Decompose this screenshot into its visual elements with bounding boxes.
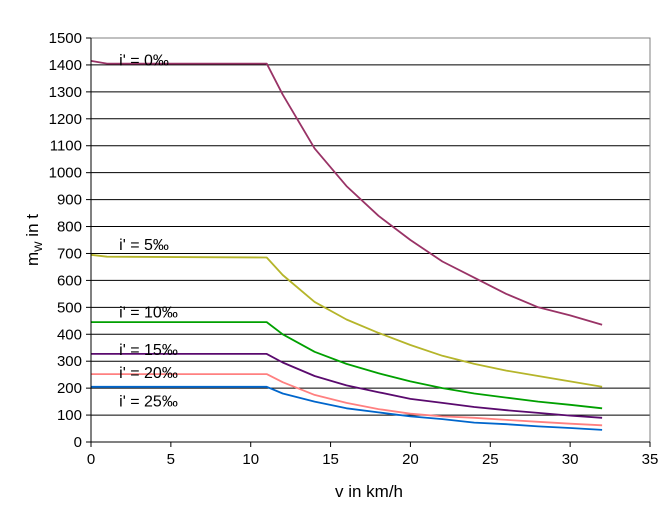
y-tick-label: 1400 [49, 57, 82, 74]
series-line-4 [91, 373, 603, 427]
y-tick-label: 500 [57, 299, 82, 316]
y-tick-label: 1500 [49, 30, 82, 47]
y-tick-label: 1000 [49, 165, 82, 182]
y-tick-label: 800 [57, 219, 82, 236]
series-label-1: i' = 5‰ [119, 237, 169, 254]
y-tick-label: 1300 [49, 84, 82, 101]
series-line-0 [90, 60, 603, 326]
x-tick-label: 25 [482, 451, 499, 468]
x-tick-label: 0 [87, 451, 95, 468]
y-axis-title-main: m [23, 252, 42, 266]
y-tick-label: 0 [74, 434, 82, 451]
tick-labels: 0100200300400500600700800900100011001200… [49, 30, 659, 468]
series-labels: i' = 0‰ i' = 5‰ i' = 10‰ i' = 15‰ i' = 20‰ i'… [119, 53, 178, 411]
y-tick-label: 400 [57, 326, 82, 343]
series-line-5 [91, 385, 603, 431]
x-tick-label: 35 [642, 451, 659, 468]
x-tick-label: 30 [562, 451, 579, 468]
series-label-4: i' = 20‰ [119, 365, 178, 382]
x-tick-label: 20 [402, 451, 419, 468]
y-tick-label: 1100 [50, 138, 82, 155]
series-label-0: i' = 0‰ [119, 53, 169, 70]
x-axis-title: v in km/h [335, 482, 403, 501]
series-label-5: i' = 25‰ [119, 393, 178, 410]
x-tick-label: 5 [167, 451, 175, 468]
y-tick-label: 600 [57, 272, 82, 289]
y-axis-title-rest: in t [23, 214, 42, 242]
x-tick-label: 10 [242, 451, 259, 468]
gridlines [91, 37, 650, 443]
series-label-3: i' = 15‰ [119, 342, 178, 359]
y-tick-label: 700 [57, 245, 82, 262]
y-tick-label: 100 [57, 407, 82, 424]
y-tick-label: 300 [57, 353, 82, 370]
series-line-2 [91, 321, 603, 410]
axes [86, 37, 651, 447]
y-tick-label: 1200 [49, 111, 82, 128]
y-axis-title-sub: W [33, 241, 45, 252]
y-tick-label: 900 [57, 192, 82, 209]
x-tick-label: 15 [322, 451, 339, 468]
series-line-1 [90, 253, 603, 388]
series-lines [90, 60, 603, 431]
series-line-3 [91, 352, 603, 419]
y-tick-label: 200 [57, 380, 82, 397]
y-axis-title: mW in t [23, 214, 45, 266]
series-label-2: i' = 10‰ [119, 304, 178, 321]
